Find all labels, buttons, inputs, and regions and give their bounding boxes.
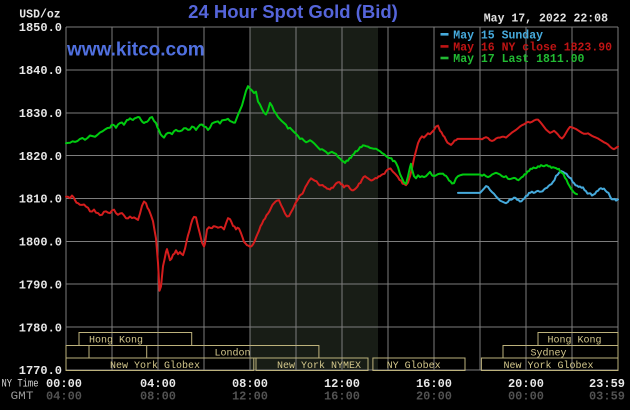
svg-text:20:00: 20:00 <box>508 377 544 391</box>
svg-text:04:00: 04:00 <box>140 377 176 391</box>
svg-text:12:00: 12:00 <box>232 390 268 404</box>
svg-text:GMT: GMT <box>11 391 34 403</box>
svg-text:20:00: 20:00 <box>416 390 452 404</box>
svg-text:1830.0: 1830.0 <box>19 107 62 121</box>
svg-text:1770.0: 1770.0 <box>19 364 62 378</box>
svg-text:1810.0: 1810.0 <box>19 193 62 207</box>
svg-text:04:00: 04:00 <box>46 390 82 404</box>
svg-text:May 17, 2022 22:08: May 17, 2022 22:08 <box>484 13 608 26</box>
svg-text:08:00: 08:00 <box>140 390 176 404</box>
svg-text:23:59: 23:59 <box>589 377 625 391</box>
svg-text:Hong Kong: Hong Kong <box>547 336 601 347</box>
svg-text:16:00: 16:00 <box>324 390 360 404</box>
svg-text:NY Globex: NY Globex <box>387 360 441 372</box>
svg-text:1820.0: 1820.0 <box>19 150 62 164</box>
svg-text:16:00: 16:00 <box>416 377 452 391</box>
svg-text:1800.0: 1800.0 <box>19 236 62 250</box>
svg-text:24 Hour Spot Gold (Bid): 24 Hour Spot Gold (Bid) <box>188 1 398 22</box>
svg-text:New York Globex: New York Globex <box>503 360 593 372</box>
svg-text:00:00: 00:00 <box>508 390 544 404</box>
svg-text:May 16 NY close 1823.90: May 16 NY close 1823.90 <box>453 41 612 54</box>
svg-text:1790.0: 1790.0 <box>19 278 62 292</box>
svg-text:03:59: 03:59 <box>589 390 625 404</box>
svg-text:Hong Kong: Hong Kong <box>89 336 143 347</box>
svg-text:USD/oz: USD/oz <box>19 9 61 22</box>
svg-text:1780.0: 1780.0 <box>19 321 62 335</box>
svg-text:London: London <box>214 347 250 359</box>
svg-text:www.kitco.com: www.kitco.com <box>66 40 205 61</box>
svg-text:May 17 Last 1811.00: May 17 Last 1811.00 <box>453 53 584 66</box>
svg-text:Sydney: Sydney <box>530 347 566 359</box>
svg-text:08:00: 08:00 <box>232 377 268 391</box>
svg-text:12:00: 12:00 <box>324 377 360 391</box>
svg-text:1840.0: 1840.0 <box>19 64 62 78</box>
svg-text:1850.0: 1850.0 <box>19 21 62 35</box>
svg-text:NY Time: NY Time <box>2 379 39 391</box>
svg-text:New York Globex: New York Globex <box>110 360 200 372</box>
svg-text:00:00: 00:00 <box>46 377 82 391</box>
svg-text:New York NYMEX: New York NYMEX <box>277 360 361 372</box>
svg-text:May 15 Sunday: May 15 Sunday <box>453 29 543 42</box>
